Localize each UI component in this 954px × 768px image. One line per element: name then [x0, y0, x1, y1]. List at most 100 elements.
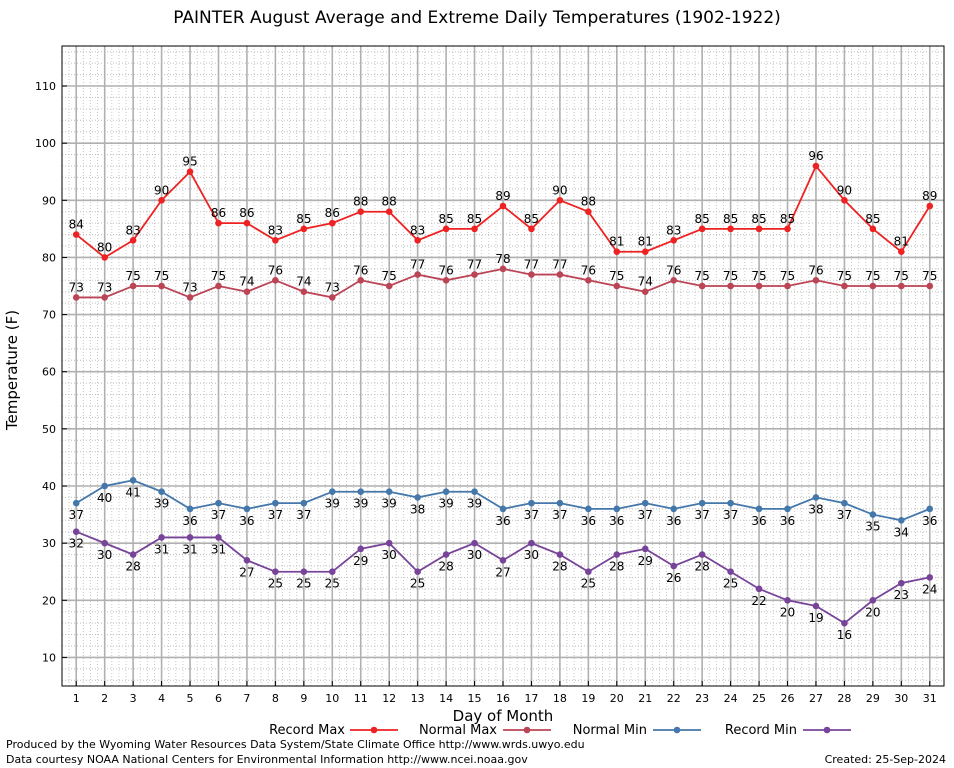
data-label: 30	[524, 548, 539, 562]
data-point	[698, 499, 706, 507]
data-point	[755, 282, 763, 290]
data-point	[300, 225, 308, 233]
data-label: 20	[780, 605, 795, 619]
data-point	[158, 488, 165, 496]
data-label: 76	[666, 263, 681, 277]
data-label: 37	[524, 508, 539, 522]
data-point	[528, 539, 535, 547]
x-tick-label: 9	[300, 692, 307, 705]
data-point	[101, 294, 108, 301]
data-point	[499, 202, 507, 210]
data-label: 37	[69, 508, 84, 522]
data-label: 28	[438, 560, 453, 574]
data-label: 86	[211, 206, 226, 220]
data-point	[129, 476, 137, 484]
data-point	[556, 196, 564, 204]
x-tick-label: 21	[638, 692, 652, 705]
x-tick-label: 7	[243, 692, 250, 705]
data-label: 74	[638, 275, 653, 289]
data-label: 31	[211, 542, 226, 556]
data-point	[784, 282, 791, 290]
data-point	[300, 288, 308, 296]
data-point	[556, 499, 564, 507]
data-point	[812, 276, 820, 284]
data-point	[385, 539, 393, 547]
data-label: 74	[296, 275, 311, 289]
y-axis-title: Temperature (F)	[3, 310, 21, 431]
data-point	[755, 225, 763, 233]
data-label: 29	[353, 554, 368, 568]
footer-created-date: Created: 25-Sep-2024	[824, 753, 946, 766]
data-point	[471, 225, 478, 233]
data-point	[385, 488, 393, 496]
data-label: 39	[382, 497, 397, 511]
data-point	[613, 248, 621, 256]
legend-marker	[823, 726, 831, 734]
data-label: 89	[922, 189, 937, 203]
data-label: 20	[865, 605, 880, 619]
data-point	[328, 294, 336, 301]
data-label: 83	[666, 223, 681, 237]
data-point	[272, 236, 279, 244]
data-point	[499, 265, 507, 273]
data-label: 22	[751, 594, 766, 608]
data-point	[328, 219, 336, 227]
major-grid	[62, 46, 944, 686]
x-tick-label: 5	[187, 692, 194, 705]
legend-marker	[673, 726, 681, 734]
data-point	[841, 196, 848, 204]
y-tick-label: 100	[35, 137, 56, 150]
data-point	[812, 162, 820, 170]
data-label: 28	[609, 560, 624, 574]
data-point	[101, 254, 108, 261]
data-point	[243, 288, 251, 296]
x-tick-label: 14	[439, 692, 453, 705]
data-point	[556, 271, 564, 278]
data-point	[670, 236, 678, 244]
data-point	[641, 288, 649, 296]
data-point	[272, 276, 279, 284]
data-point	[926, 282, 934, 290]
data-label: 85	[723, 212, 738, 226]
data-label: 37	[552, 508, 567, 522]
data-point	[186, 534, 194, 541]
data-point	[243, 505, 251, 513]
data-point	[613, 551, 621, 558]
data-label: 75	[780, 269, 795, 283]
data-label: 39	[438, 497, 453, 511]
data-label: 75	[723, 269, 738, 283]
data-point	[841, 499, 848, 507]
data-label: 36	[495, 514, 510, 528]
data-point	[670, 562, 678, 570]
x-tick-label: 12	[382, 692, 396, 705]
x-tick-label: 17	[524, 692, 538, 705]
data-label: 83	[410, 223, 425, 237]
data-point	[670, 505, 678, 513]
data-point	[898, 516, 905, 524]
data-label: 75	[382, 269, 397, 283]
y-tick-label: 50	[42, 423, 56, 436]
data-label: 36	[780, 514, 795, 528]
series-record-max: 84 80 83 90 95 86 86 83 85 86 88 88 83 85 85 89 85 90 88 81…	[69, 149, 937, 261]
data-label: 36	[581, 514, 596, 528]
data-label: 36	[666, 514, 681, 528]
data-point	[243, 219, 251, 227]
data-label: 25	[581, 577, 596, 591]
data-point	[528, 225, 535, 233]
x-tick-label: 15	[468, 692, 482, 705]
data-point	[528, 499, 535, 507]
data-point	[585, 276, 592, 284]
data-point	[129, 282, 137, 290]
data-point	[186, 505, 194, 513]
data-label: 40	[97, 491, 112, 505]
data-point	[869, 282, 877, 290]
y-tick-label: 40	[42, 480, 56, 493]
data-label: 78	[495, 252, 510, 266]
data-label: 83	[125, 223, 140, 237]
data-label: 34	[894, 525, 909, 539]
data-label: 76	[438, 263, 453, 277]
data-label: 75	[609, 269, 624, 283]
data-label: 73	[182, 280, 197, 294]
x-tick-label: 13	[411, 692, 425, 705]
series-normal-max: 73 73 75 75 73 75 74 76 74 73 76 75 77 76 77 78 77 77 76 75…	[69, 252, 937, 301]
